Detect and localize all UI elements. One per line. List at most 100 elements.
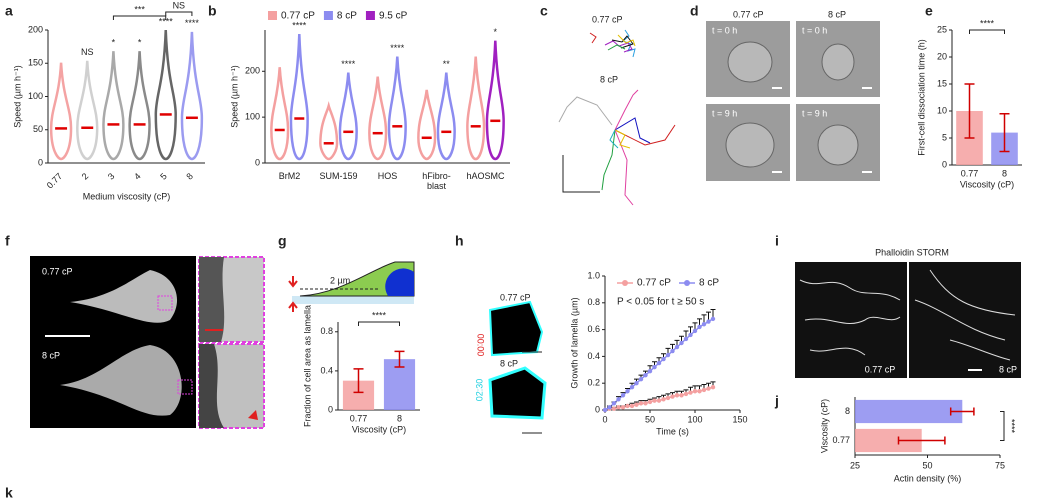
panel-label: g xyxy=(278,233,287,249)
x-tick-label: 50 xyxy=(645,414,655,424)
x-tick-label: 75 xyxy=(995,460,1005,470)
d-column: 8 cP xyxy=(828,9,846,19)
bracket xyxy=(1000,411,1005,441)
f-label: 8 cP xyxy=(42,350,60,360)
point xyxy=(638,376,644,382)
point xyxy=(710,385,716,390)
y-tick-label: 10 xyxy=(937,105,947,115)
y-axis-label: Speed (µm h⁻¹) xyxy=(12,65,22,127)
d-column: 0.77 cP xyxy=(733,9,764,19)
violin xyxy=(76,60,99,161)
point xyxy=(670,348,675,354)
violin xyxy=(338,72,358,161)
significance: **** xyxy=(372,310,387,320)
y-tick-label: 150 xyxy=(28,58,43,68)
point xyxy=(607,405,612,410)
panel-label: b xyxy=(208,3,217,19)
bracket xyxy=(358,321,400,326)
point xyxy=(616,405,621,410)
x-tick-label: 100 xyxy=(687,414,702,424)
point xyxy=(638,401,644,406)
y-axis-label: First-cell dissociation time (h) xyxy=(916,39,926,156)
error-bar xyxy=(353,368,364,394)
x-tick-label: SUM-159 xyxy=(319,171,358,181)
x-tick-label: 2 xyxy=(80,171,91,182)
point xyxy=(643,372,648,378)
significance: **** xyxy=(390,43,405,53)
point xyxy=(616,397,621,402)
point xyxy=(629,385,635,390)
point xyxy=(602,407,608,413)
bracket xyxy=(112,15,167,20)
x-axis-label: Actin density (%) xyxy=(894,473,962,483)
y-axis-label: Viscosity (cP) xyxy=(819,399,829,453)
violin xyxy=(270,67,290,161)
point xyxy=(661,397,666,402)
y-tick-label: 1.0 xyxy=(587,270,600,280)
x-tick-label: 8 xyxy=(397,413,402,423)
legend-label: 0.77 cP xyxy=(637,278,671,289)
violin xyxy=(417,89,437,161)
legend-swatch xyxy=(323,11,333,20)
y-tick-label: 0 xyxy=(38,157,43,167)
y-tick-label: 8 xyxy=(845,406,850,416)
y-tick-label: 0 xyxy=(255,157,260,167)
point xyxy=(652,364,657,370)
point xyxy=(643,401,648,406)
i-title: Phalloidin STORM xyxy=(875,247,949,257)
point xyxy=(710,316,716,322)
violin xyxy=(368,76,388,161)
panel-label: e xyxy=(925,3,933,19)
bracket xyxy=(165,11,193,16)
significance: **** xyxy=(159,16,174,26)
panel-label: d xyxy=(690,3,699,19)
point xyxy=(683,391,689,397)
legend-label: 0.77 cP xyxy=(281,11,315,22)
x-tick-label: BrM2 xyxy=(278,171,301,181)
x-axis-label: Medium viscosity (cP) xyxy=(83,191,171,201)
bar xyxy=(855,428,922,453)
legend-marker xyxy=(684,280,690,286)
point xyxy=(620,405,626,410)
g-scale: 2 µm xyxy=(330,275,350,285)
point xyxy=(706,319,711,324)
significance: * xyxy=(138,38,142,48)
violin xyxy=(102,51,125,161)
point xyxy=(629,403,635,409)
y-tick-label: 0.77 xyxy=(832,435,850,445)
panel-label: h xyxy=(455,233,464,249)
point xyxy=(697,389,702,394)
point xyxy=(670,394,675,399)
cell-images xyxy=(30,256,265,429)
x-tick-label: 25 xyxy=(850,460,860,470)
violin xyxy=(319,100,339,161)
c-label: 8 cP xyxy=(600,74,618,84)
x-tick-label: 0.77 xyxy=(350,413,368,423)
y-tick-label: 0 xyxy=(328,404,333,414)
point xyxy=(661,356,666,362)
significance: **** xyxy=(185,18,200,28)
point xyxy=(688,390,693,395)
error-bar xyxy=(949,407,975,416)
point xyxy=(647,368,653,374)
y-axis-label: Fraction of cell area as lamella xyxy=(302,305,312,427)
x-tick-label: 8 xyxy=(1002,168,1007,178)
point xyxy=(701,387,707,393)
point xyxy=(634,402,639,407)
y-tick-label: 0.4 xyxy=(587,351,600,361)
point xyxy=(625,403,630,409)
violin xyxy=(128,51,151,161)
c-label: 0.77 cP xyxy=(592,14,623,24)
significance: **** xyxy=(980,18,995,28)
x-axis-label: Viscosity (cP) xyxy=(352,424,406,434)
legend-label: 8 cP xyxy=(699,278,719,289)
point xyxy=(665,352,671,358)
point xyxy=(652,398,657,403)
y-tick-label: 200 xyxy=(28,24,43,34)
point xyxy=(625,389,630,394)
y-tick-label: 20 xyxy=(937,51,947,61)
point xyxy=(647,399,653,405)
y-tick-label: 0.4 xyxy=(320,365,333,375)
violin xyxy=(154,29,177,161)
